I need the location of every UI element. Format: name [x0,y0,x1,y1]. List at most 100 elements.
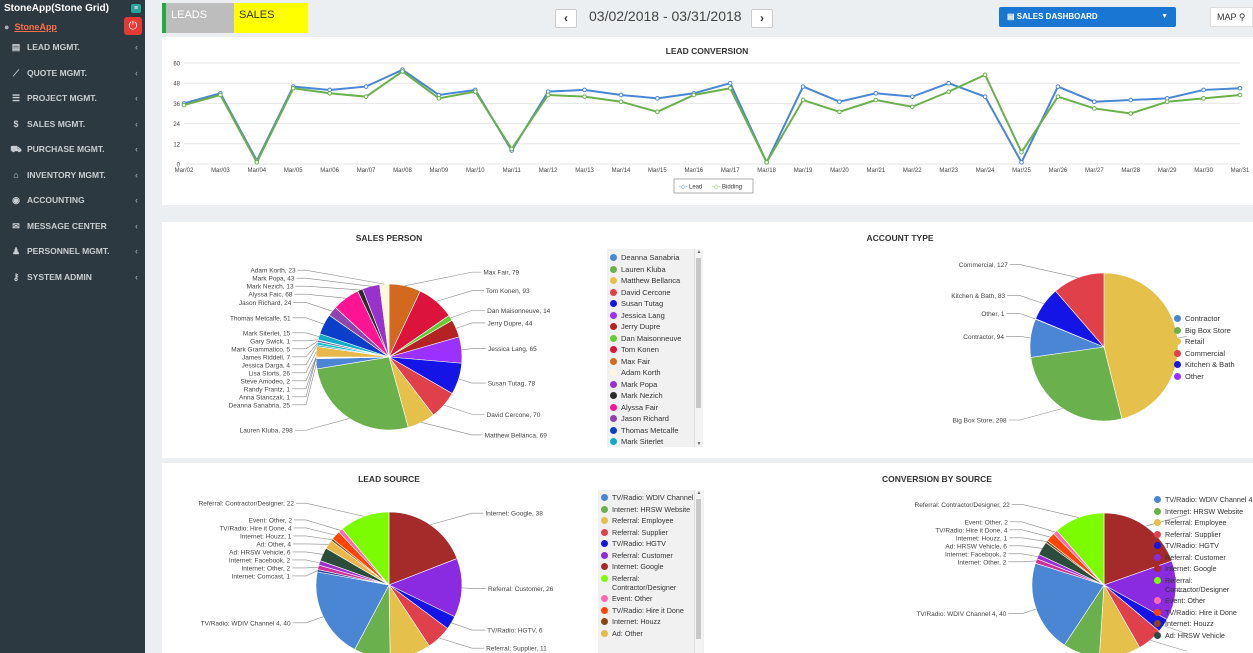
sales-person-legend[interactable]: Deanna Sanabria Lauren Kluba Matthew Bella… [607,249,703,447]
legend-item[interactable]: Referral: Employee [1154,518,1253,527]
scroll-thumb[interactable] [696,499,701,639]
legend-item[interactable]: Alyssa Fair [610,403,700,412]
sidebar-item-sales-mgmt[interactable]: $ SALES MGMT. ‹ [0,112,145,137]
scrollbar[interactable]: ▲ [694,490,702,653]
legend-item[interactable]: Ad: Other [601,629,701,638]
legend-item[interactable]: Event: Other [601,594,701,603]
legend-item[interactable]: Internet: Google [601,562,701,571]
map-marker-icon: ⚲ [1238,12,1246,22]
menu-toggle-icon[interactable]: ≡ [131,4,141,13]
legend-item[interactable]: Referral: Employee [601,516,701,525]
scroll-up-icon[interactable]: ▲ [696,490,702,496]
legend-item[interactable]: Internet: Google [1154,564,1253,573]
scrollbar[interactable]: ▲ ▼ [694,249,702,447]
legend-item[interactable]: TV/Radio: HGTV [1154,541,1253,550]
legend-item[interactable]: Adam Korth [610,368,700,377]
legend-item[interactable]: Tom Konen [610,345,700,354]
legend-item[interactable]: Mark Popa [610,380,700,389]
legend-item[interactable]: Deanna Sanabria [610,253,700,262]
legend-item[interactable]: Mark Nezich [610,391,700,400]
legend-item[interactable]: Commercial [1174,349,1252,358]
data-point [1055,84,1061,89]
legend-item[interactable]: Contractor [1174,314,1252,323]
date-range[interactable]: 03/02/2018 - 03/31/2018 [589,8,742,24]
legend-item[interactable]: TV/Radio: Hire it Done [601,606,701,615]
slice-label: Internet: Google, 38 [485,511,543,518]
legend-swatch [1174,315,1181,322]
legend-item[interactable]: Referral: Supplier [1154,530,1253,539]
conversion-source-legend[interactable]: TV/Radio: WDIV Channel 4 Internet: HRSW W… [1154,495,1253,653]
legend-item[interactable]: Referral: Contractor/Designer [601,574,701,592]
legend-item[interactable]: Kitchen & Bath [1174,360,1252,369]
sales-person-chart: SALES PERSON Max Fair, 79 Tom Konen, 93 Dan… [229,233,551,439]
legend-item[interactable]: Internet: Houzz [601,617,701,626]
sidebar-item-message-center[interactable]: ✉ MESSAGE CENTER ‹ [0,214,145,239]
legend-item[interactable]: Other [1174,372,1252,381]
legend-item[interactable]: TV/Radio: WDIV Channel 4 [1154,495,1253,504]
sidebar-item-personnel-mgmt[interactable]: ♟ PERSONNEL MGMT. ‹ [0,239,145,264]
chevron-left-icon[interactable]: ‹ [555,9,577,28]
scroll-thumb[interactable] [696,258,701,408]
user-link[interactable]: StoneApp [14,22,57,32]
legend-item[interactable]: Jason Richard [610,414,700,423]
slice-label: Referral: Customer, 26 [488,586,554,593]
legend-item[interactable]: Retail [1174,337,1252,346]
legend-item[interactable]: David Cercone [610,288,700,297]
data-point [290,85,296,91]
sidebar-item-system-admin[interactable]: ⚷ SYSTEM ADMIN ‹ [0,265,145,290]
sidebar-item-purchase-mgmt[interactable]: ⛟ PURCHASE MGMT. ‹ [0,137,145,162]
legend-item[interactable]: Ad: HRSW Vehicle [1154,631,1253,640]
power-icon[interactable]: ⏻ [124,17,142,35]
sidebar-item-project-mgmt[interactable]: ☰ PROJECT MGMT. ‹ [0,86,145,111]
legend-item[interactable]: Internet: HRSW Website [1154,507,1253,516]
map-button[interactable]: MAP ⚲ [1210,7,1253,27]
legend-item[interactable]: Event: Other [1154,596,1253,605]
sidebar-item-quote-mgmt[interactable]: ⟋ QUOTE MGMT. ‹ [0,61,145,86]
scroll-up-icon[interactable]: ▲ [696,249,702,255]
x-tick-label: Mar/21 [867,168,886,174]
legend-swatch [610,357,617,365]
legend-swatch [1154,576,1161,584]
tab-sales[interactable]: SALES [234,3,308,33]
legend-item[interactable]: Matthew Bellanca [610,276,700,285]
legend-item[interactable]: Referral: Customer [601,551,701,560]
legend-item[interactable]: Lauren Kluba [610,265,700,274]
legend-swatch [1154,597,1161,604]
label-connector [292,351,317,374]
scroll-down-icon[interactable]: ▼ [696,441,702,447]
legend-item[interactable]: TV/Radio: HGTV [601,539,701,548]
legend-item[interactable]: Referral: Customer [1154,553,1253,562]
x-tick-label: Mar/04 [247,168,266,174]
slice-label: TV/Radio: Hire it Done, 4 [935,527,1008,534]
sidebar-item-accounting[interactable]: ◉ ACCOUNTING ‹ [0,188,145,213]
legend-item[interactable]: TV/Radio: WDIV Channel 4 [601,493,701,502]
legend-swatch [610,438,617,445]
legend-item[interactable]: Mark Siterlet [610,437,700,446]
chevron-right-icon[interactable]: › [751,9,773,28]
sidebar-item-lead-mgmt[interactable]: ▤ LEAD MGMT. ‹ [0,35,145,60]
dashboard-select[interactable]: ▤ SALES DASHBOARD ▼ [999,7,1176,27]
legend-item[interactable]: Internet: Houzz [1154,619,1253,628]
legend-item[interactable]: TV/Radio: Hire it Done [1154,608,1253,617]
legend-item[interactable]: Susan Tutag [610,299,700,308]
pie-slice [379,283,390,358]
legend-item[interactable]: Dan Maisonneuve [610,334,700,343]
lead-source-legend[interactable]: TV/Radio: WDIV Channel 4 Internet: HRSW W… [598,490,704,653]
label-connector [292,363,317,406]
account-type-legend[interactable]: Contractor Big Box Store Retail Commercial K… [1174,314,1252,384]
sidebar-item-inventory-mgmt[interactable]: ⌂ INVENTORY MGMT. ‹ [0,163,145,188]
legend-item[interactable]: Big Box Store [1174,326,1252,335]
legend-item[interactable]: Internet: HRSW Website [601,505,701,514]
source-panel: LEAD SOURCE Internet: Google, 38 Referral:… [162,463,1253,653]
legend-item[interactable]: Thomas Metcalfe [610,426,700,435]
legend-item[interactable]: Max Fair [610,357,700,366]
legend-item[interactable]: Jerry Dupre [610,322,700,331]
legend-item[interactable]: Jessica Lang [610,311,700,320]
legend-item[interactable]: Referral: Contractor/Designer [1154,576,1253,594]
data-point [254,160,260,165]
tab-leads[interactable]: LEADS [162,3,234,33]
legend-item[interactable]: Referral: Supplier [601,528,701,537]
label-connector [451,622,486,631]
label-connector [295,502,365,517]
